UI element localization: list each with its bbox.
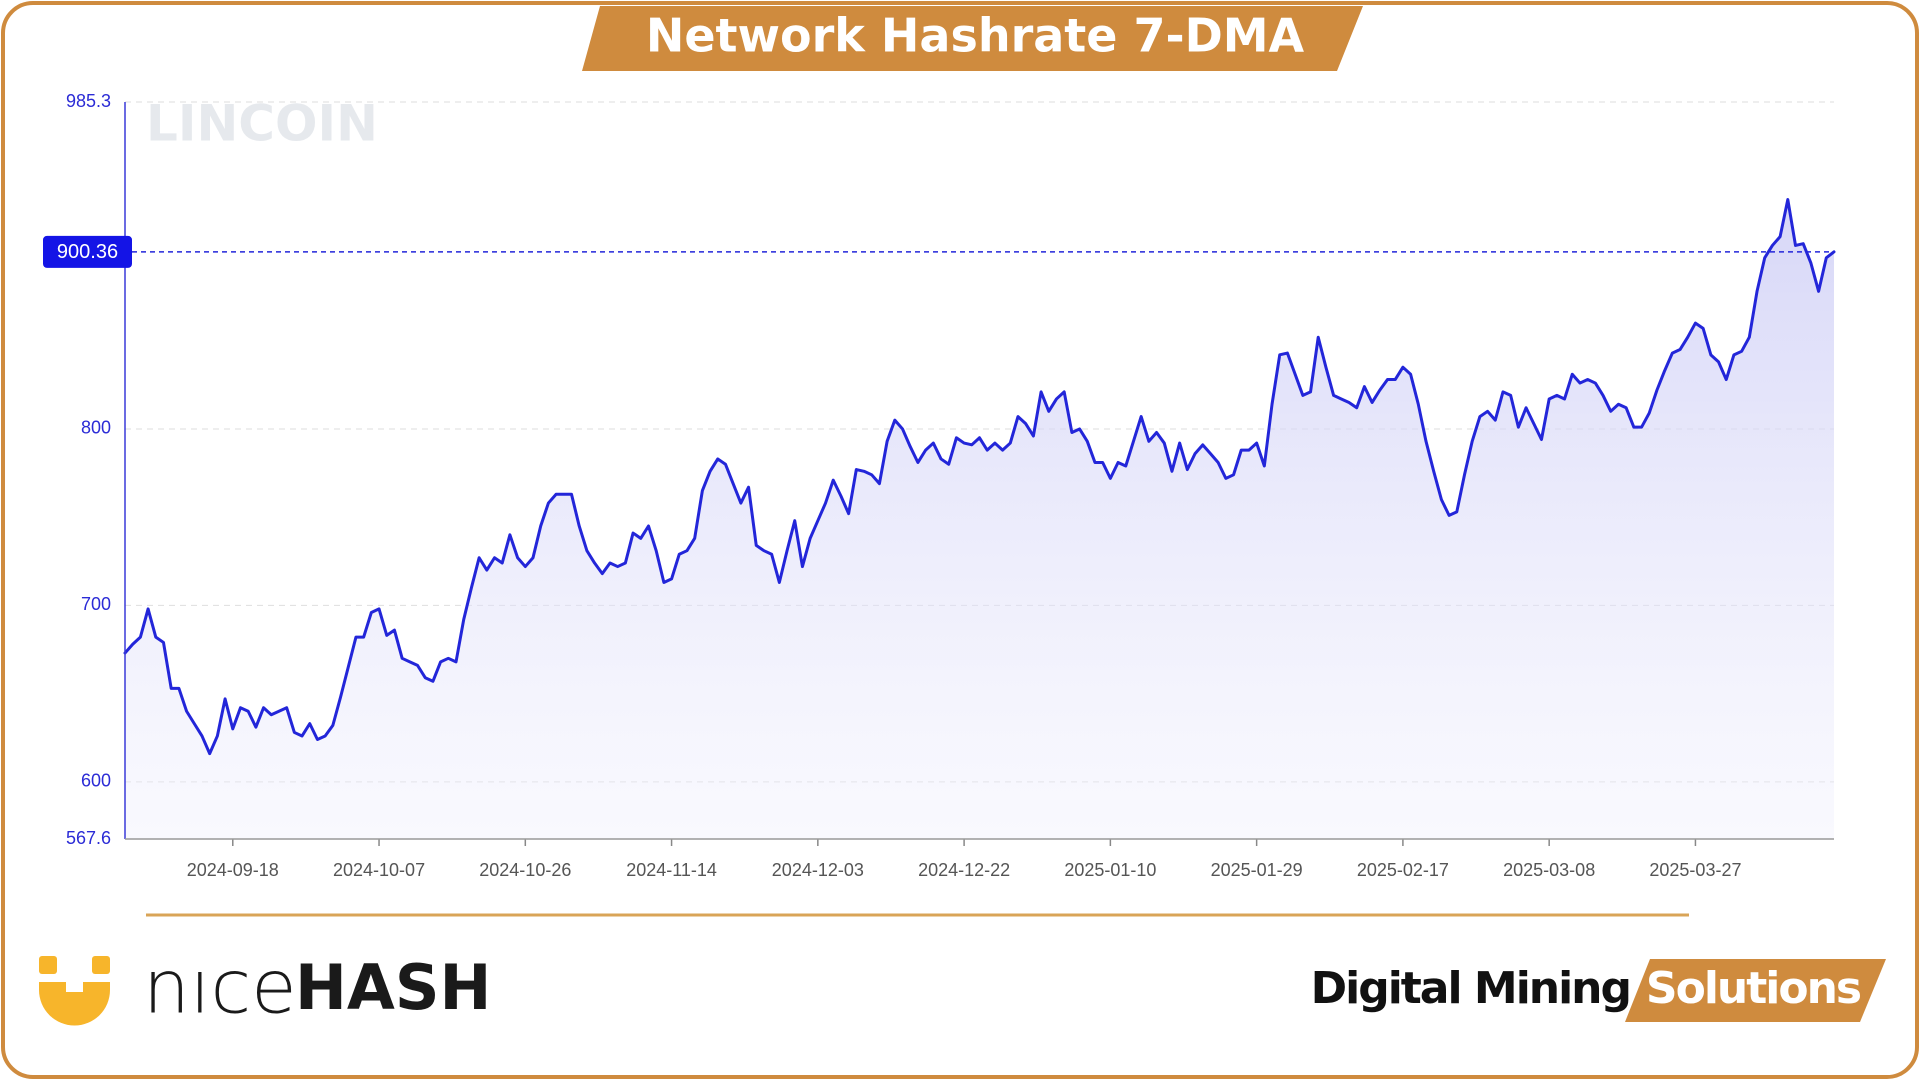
x-tick-label: 2025-02-17 [1357,860,1449,880]
tagline-tab [1625,959,1886,1022]
x-tick-label: 2024-09-18 [187,860,279,880]
title-tab [582,6,1363,71]
x-tick-label: 2025-01-29 [1211,860,1303,880]
x-tick-label: 2024-12-22 [918,860,1010,880]
x-tick-label: 2025-01-10 [1064,860,1156,880]
y-tick-label: 700 [81,594,111,614]
y-tick-label: 567.6 [66,828,111,848]
x-tick-label: 2024-10-26 [479,860,571,880]
line [123,198,1836,756]
y-tick-label: 800 [81,418,111,438]
y-tick-label: 600 [81,771,111,791]
x-tick-label: 2025-03-08 [1503,860,1595,880]
tagline-dark: Digital Mining [1311,963,1630,1014]
x-tick-label: 2024-10-07 [333,860,425,880]
tagline-highlight: Solutions [1646,963,1861,1014]
plot: 567.6 600 700 800 985.3 2024-09-18 2024-10-07 2… [43,91,1836,880]
chart-title: Network Hashrate 7-DMA [646,9,1305,63]
brand-light: nıce [143,945,297,1031]
x-tick-label: 2024-12-03 [772,860,864,880]
x-tick-label: 2025-03-27 [1649,860,1741,880]
area [125,199,1834,839]
brand-bold: HASH [295,951,491,1024]
y-tick-label: 985.3 [66,91,111,111]
x-tick-label: 2024-11-14 [626,860,717,880]
watermark: LINCOIN [146,95,378,153]
brand-icon [39,956,110,1026]
current-value-badge [43,235,132,268]
current-value-label: 900.36 [57,241,118,263]
